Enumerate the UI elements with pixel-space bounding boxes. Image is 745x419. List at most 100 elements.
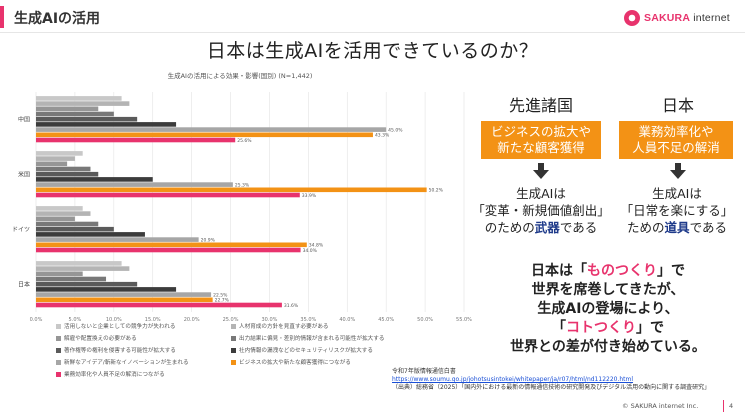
legend-item: 活用しないと企業としての競争力が失われる [56, 322, 231, 330]
advanced-desc-line1: 生成AIは [516, 186, 566, 201]
legend-item: 社内情報の漏洩などのセキュリティリスクが拡大する [231, 346, 416, 354]
legend-label: 社内情報の漏洩などのセキュリティリスクが拡大する [239, 348, 373, 354]
bar-1-1 [36, 156, 75, 161]
data-label: 25.3% [235, 182, 250, 188]
bar-0-6 [36, 127, 387, 132]
x-tick-label: 0.0% [30, 317, 43, 322]
bar-1-7 [36, 187, 427, 193]
page-number: 4 [729, 402, 734, 410]
bar-0-5 [36, 122, 177, 127]
bar-1-3 [36, 166, 91, 172]
data-label: 20.9% [201, 237, 216, 243]
legend-swatch [231, 359, 236, 365]
legend-label: ビジネスの拡大や新たな顧客獲得につながる [239, 360, 351, 366]
legend-label: 著作権等の権利を侵害する可能性が拡大する [64, 348, 176, 354]
legend-item: 著作権等の権利を侵害する可能性が拡大する [56, 346, 231, 354]
legend-swatch [231, 347, 236, 353]
slide-header: 生成AIの活用 SAKURA internet [0, 0, 745, 36]
japan-desc-line2: 「日常を楽にする」 [620, 203, 734, 218]
effects-by-country-bar-chart: 生成AIの活用による効果・影響(国別) (N=1,442) 0.0% 5.0% 10.… [12, 71, 472, 322]
data-label: 34.8% [309, 243, 324, 249]
legend-item: 出力結果に偏見・差別的情報が含まれる可能性が拡大する [231, 334, 416, 342]
x-tick-label: 30.0% [262, 317, 278, 322]
source-link[interactable]: https://www.soumu.go.jp/johotsusintokei/… [392, 376, 634, 383]
advanced-box-line2: 新たな顧客獲得 [497, 140, 585, 155]
bar-0-0 [36, 96, 122, 101]
x-tick-label: 20.0% [184, 317, 200, 322]
footer-separator [723, 400, 724, 412]
category-label: 日本 [18, 281, 30, 289]
japan-desc-line3: ための道具である [627, 220, 727, 235]
legend-item: 解雇や配置換えの必要がある [56, 334, 231, 342]
legend-label: 人材育成の方針を見直す必要がある [239, 324, 329, 330]
conclusion-line3: 生成AIの登場により、 [537, 301, 679, 317]
legend-item: 業務効率化や人員不足の解消につながる [56, 370, 231, 378]
sakura-logo: SAKURA internet [624, 8, 738, 28]
legend-label: 出力結果に偏見・差別的情報が含まれる可能性が拡大する [239, 336, 385, 342]
bar-0-1 [36, 101, 130, 106]
data-label: 45.0% [388, 127, 403, 133]
japan-box-line1: 業務効率化や [638, 124, 714, 139]
advanced-desc-line2: 「変革・新規価値創出」 [472, 203, 610, 218]
bar-3-6 [36, 292, 212, 297]
advanced-countries-heading: 先進諸国 [508, 96, 573, 115]
bar-2-6 [36, 237, 199, 242]
conclusion-line4: 「コトつくり」で [552, 320, 664, 336]
legend-label: 新鮮なアイデア/斬新なイノベーションが生まれる [64, 360, 189, 366]
x-tick-label: 55.0% [456, 317, 472, 322]
conclusion-line2: 世界を席巻してきたが、 [531, 282, 685, 298]
bar-1-8 [36, 192, 300, 198]
legend-swatch [56, 359, 61, 365]
x-tick-label: 40.0% [339, 317, 355, 322]
bar-1-5 [36, 177, 153, 182]
legend-swatch [231, 323, 236, 329]
conclusion-line1: 日本は「ものつくり」で [531, 263, 685, 279]
bar-2-3 [36, 221, 99, 227]
bar-0-7 [36, 132, 373, 138]
page-title: 日本は生成AIを活用できているのか？ [206, 40, 539, 62]
logo-text: SAKURA internet [644, 12, 730, 24]
advanced-box-line1: ビジネスの拡大や [490, 124, 591, 139]
x-tick-label: 50.0% [417, 317, 433, 322]
bar-1-2 [36, 161, 68, 167]
conclusion-line5: 世界との差が付き始めている。 [510, 339, 706, 355]
legend-swatch [56, 323, 61, 329]
x-tick-label: 15.0% [145, 317, 161, 322]
bar-3-1 [36, 266, 130, 271]
bar-3-4 [36, 281, 138, 287]
data-label: 34.0% [303, 248, 318, 254]
bar-1-6 [36, 182, 233, 187]
footer-copyright: © SAKURA internet Inc. [622, 402, 699, 410]
bar-2-8 [36, 247, 301, 253]
bar-1-4 [36, 171, 99, 177]
category-label: 米国 [18, 171, 30, 179]
legend-label: 活用しないと企業としての競争力が失われる [64, 324, 176, 330]
legend-swatch [56, 371, 61, 377]
legend-item: ビジネスの拡大や新たな顧客獲得につながる [231, 358, 416, 366]
bar-2-5 [36, 232, 145, 237]
x-tick-label: 25.0% [223, 317, 239, 322]
x-tick-label: 45.0% [378, 317, 394, 322]
chart-title: 生成AIの活用による効果・影響(国別) (N=1,442) [168, 71, 313, 80]
japan-desc-line1: 生成AIは [652, 186, 702, 201]
conclusion-text: 日本は「ものつくり」で 世界を席巻してきたが、 生成AIの登場により、 「コトつ… [477, 262, 739, 357]
data-label: 22.7% [215, 298, 230, 304]
section-title: 生成AIの活用 [14, 11, 101, 27]
bar-3-0 [36, 261, 122, 266]
legend-label: 業務効率化や人員不足の解消につながる [64, 372, 165, 378]
legend-item: 人材育成の方針を見直す必要がある [231, 322, 416, 330]
bar-3-3 [36, 276, 107, 282]
bar-3-2 [36, 271, 83, 277]
data-label: 31.6% [284, 303, 299, 309]
bar-0-2 [36, 106, 99, 112]
x-tick-label: 5.0% [69, 317, 82, 322]
source-citation: 令和7年版情報通信白書 https://www.soumu.go.jp/joho… [392, 368, 710, 392]
bar-2-0 [36, 206, 83, 211]
bar-3-8 [36, 302, 282, 308]
data-label: 43.3% [375, 133, 390, 139]
bar-3-7 [36, 297, 213, 303]
advanced-countries-box: ビジネスの拡大や 新たな顧客獲得 [481, 121, 601, 159]
bar-2-1 [36, 211, 91, 216]
bar-3-5 [36, 287, 177, 292]
legend-item: 新鮮なアイデア/斬新なイノベーションが生まれる [56, 358, 231, 366]
